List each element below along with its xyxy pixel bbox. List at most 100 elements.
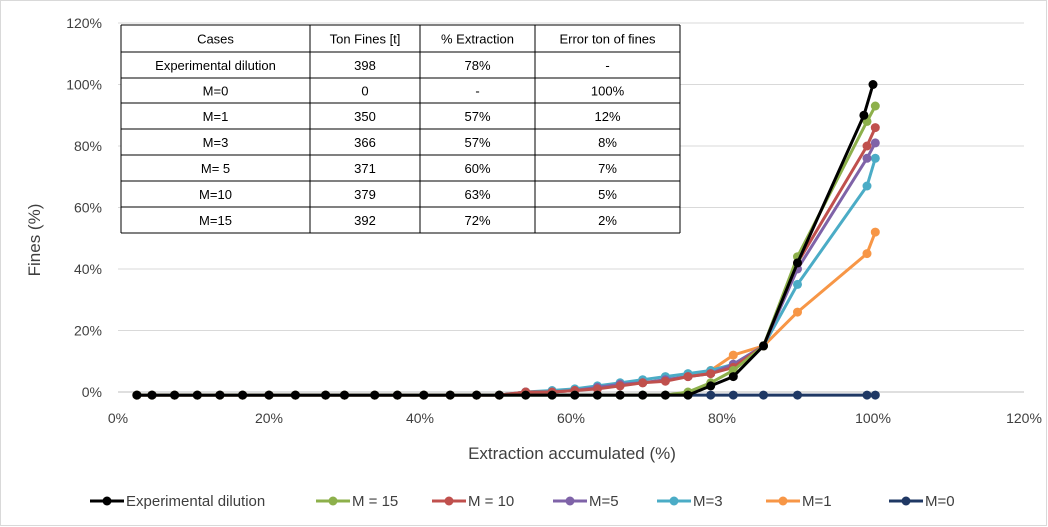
table-cell: 57% xyxy=(464,135,490,150)
data-point xyxy=(683,372,693,382)
data-point xyxy=(132,390,142,400)
data-table: Cases Ton Fines [t] % Extraction Error ton … xyxy=(120,24,681,234)
legend-item: M=3 xyxy=(657,493,723,510)
data-point xyxy=(147,390,157,400)
table-cell: 350 xyxy=(354,109,376,124)
table-cell: 100% xyxy=(591,84,625,99)
y-tick-label: 0% xyxy=(82,384,102,400)
data-point xyxy=(728,372,738,382)
legend-swatch-marker xyxy=(901,496,911,506)
x-tick-label: 20% xyxy=(255,410,283,426)
data-point xyxy=(170,390,180,400)
table-cell: M=3 xyxy=(203,135,229,150)
data-point xyxy=(870,153,880,163)
x-tick-label: 120% xyxy=(1006,410,1042,426)
data-point xyxy=(859,110,869,120)
table-cell: 379 xyxy=(354,187,376,202)
table-cell: 2% xyxy=(598,213,617,228)
data-point xyxy=(592,384,602,394)
data-point xyxy=(570,390,580,400)
table-header-cell: Cases xyxy=(197,32,234,47)
y-tick-label: 120% xyxy=(66,15,102,31)
data-point xyxy=(728,390,738,400)
data-point xyxy=(728,350,738,360)
legend-swatch-marker xyxy=(778,496,788,506)
data-point xyxy=(547,390,557,400)
table-cell: 392 xyxy=(354,213,376,228)
data-point xyxy=(638,390,648,400)
data-point xyxy=(793,390,802,400)
series-0 xyxy=(132,80,878,400)
y-axis-title: Fines (%) xyxy=(25,204,44,277)
data-point xyxy=(793,307,802,317)
table-cell: 72% xyxy=(464,213,490,228)
table-cell: Experimental dilution xyxy=(155,58,276,73)
data-point xyxy=(870,123,880,133)
data-point xyxy=(706,390,716,400)
data-point xyxy=(264,390,274,400)
x-tick-label: 60% xyxy=(557,410,585,426)
table-cell: M=0 xyxy=(203,84,229,99)
data-point xyxy=(660,390,670,400)
legend-label: M=5 xyxy=(589,493,619,510)
table-cell: 0 xyxy=(361,84,368,99)
data-point xyxy=(238,390,248,400)
legend-item: M = 15 xyxy=(316,493,398,510)
data-point xyxy=(615,381,625,391)
data-point xyxy=(759,341,768,351)
data-point xyxy=(870,390,880,400)
y-tick-label: 60% xyxy=(74,200,102,216)
legend-label: Experimental dilution xyxy=(126,493,265,510)
table-cell: 398 xyxy=(354,58,376,73)
data-point xyxy=(862,153,872,163)
table-cell: 8% xyxy=(598,135,617,150)
table-cell: 60% xyxy=(464,161,490,176)
legend-label: M = 10 xyxy=(468,493,514,510)
x-axis-title: Extraction accumulated (%) xyxy=(468,444,676,463)
legend-label: M=3 xyxy=(693,493,723,510)
data-point xyxy=(615,390,625,400)
legend: Experimental dilution M = 15 M = 10 M=5 M=3 M… xyxy=(90,493,955,510)
legend-swatch-marker xyxy=(328,496,338,506)
y-tick-label: 40% xyxy=(74,261,102,277)
data-point xyxy=(862,141,872,151)
data-point xyxy=(290,390,300,400)
legend-label: M=0 xyxy=(925,493,955,510)
series-layer xyxy=(132,80,880,400)
data-point xyxy=(472,390,482,400)
legend-swatch-marker xyxy=(444,496,454,506)
data-point xyxy=(638,378,648,388)
table-cell: M= 5 xyxy=(201,161,230,176)
data-point xyxy=(494,390,504,400)
table-cell: 57% xyxy=(464,109,490,124)
table-cell: 7% xyxy=(598,161,617,176)
table-cell: - xyxy=(475,84,479,99)
x-tick-label: 0% xyxy=(108,410,128,426)
legend-item: M=1 xyxy=(766,493,832,510)
table-cell: 5% xyxy=(598,187,617,202)
legend-item: M=5 xyxy=(553,493,619,510)
data-point xyxy=(862,249,872,259)
legend-swatch-marker xyxy=(565,496,575,506)
data-point xyxy=(340,390,349,400)
data-point xyxy=(321,390,331,400)
y-tick-label: 20% xyxy=(74,323,102,339)
data-point xyxy=(706,369,716,379)
x-axis-ticks: 0% 20% 40% 60% 80% 100% 120% xyxy=(108,410,1042,426)
x-tick-label: 40% xyxy=(406,410,434,426)
data-point xyxy=(419,390,429,400)
table-cell: M=1 xyxy=(203,109,229,124)
table-header-cell: % Extraction xyxy=(441,32,514,47)
data-point xyxy=(862,181,872,191)
table-cell: 78% xyxy=(464,58,490,73)
table-cell: 63% xyxy=(464,187,490,202)
legend-swatch-marker xyxy=(102,496,112,506)
data-point xyxy=(192,390,202,400)
data-point xyxy=(370,390,380,400)
y-axis-ticks: 0% 20% 40% 60% 80% 100% 120% xyxy=(66,15,102,400)
x-tick-label: 100% xyxy=(855,410,891,426)
table-cell: - xyxy=(605,58,609,73)
data-point xyxy=(862,390,872,400)
